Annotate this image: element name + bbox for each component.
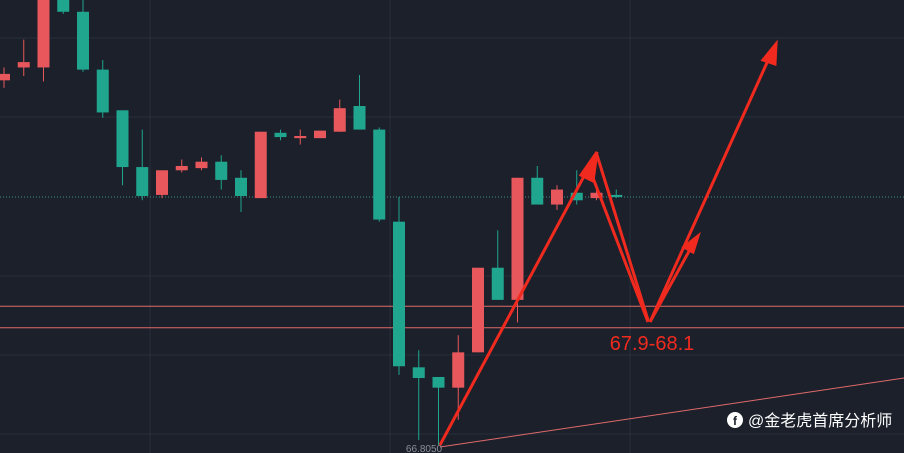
candle-body [314, 130, 326, 139]
candle-body [96, 69, 109, 113]
candle-body [610, 194, 623, 198]
candle-body [156, 170, 168, 195]
candle-body [333, 108, 346, 132]
watermark-icon-letter: f [733, 414, 738, 428]
candle-body [590, 192, 603, 199]
candle-body [37, 0, 50, 68]
arrows [438, 39, 778, 446]
arrow-head [681, 231, 701, 255]
candle-body [472, 267, 484, 353]
candle-body [175, 165, 188, 171]
candle-body [353, 106, 366, 130]
candle-body [432, 376, 445, 388]
low-label: 66.8050 [406, 444, 443, 453]
zone-label: 67.9-68.1 [610, 333, 695, 355]
trend-line [439, 377, 904, 448]
candle-body [511, 177, 524, 300]
candle-body [254, 131, 267, 199]
arrow [588, 169, 650, 323]
candle-body [531, 177, 544, 205]
candle-body [491, 267, 504, 300]
watermark-icon [727, 412, 743, 428]
candle-body [77, 11, 89, 70]
candle-body [195, 161, 208, 169]
watermark-group: f @金老虎首席分析师 [727, 412, 892, 430]
candle-body [551, 189, 563, 205]
arrow-head [760, 39, 778, 67]
candle-body [373, 129, 386, 220]
candle-body [274, 132, 287, 138]
candle-body [452, 352, 465, 388]
candle-body [393, 221, 405, 367]
candle-body [215, 161, 228, 180]
arrow [438, 164, 592, 446]
arrow [648, 55, 772, 323]
candle-body [116, 110, 129, 168]
arrow [595, 154, 650, 321]
candle-body [294, 136, 307, 139]
candle-body [57, 0, 70, 12]
candle-body [136, 167, 149, 196]
candle-body [570, 192, 583, 201]
watermark: @金老虎首席分析师 [748, 412, 892, 430]
candle-body [17, 62, 30, 68]
candle-body [412, 367, 425, 379]
candle-body [235, 177, 247, 196]
candle-body [0, 73, 10, 81]
